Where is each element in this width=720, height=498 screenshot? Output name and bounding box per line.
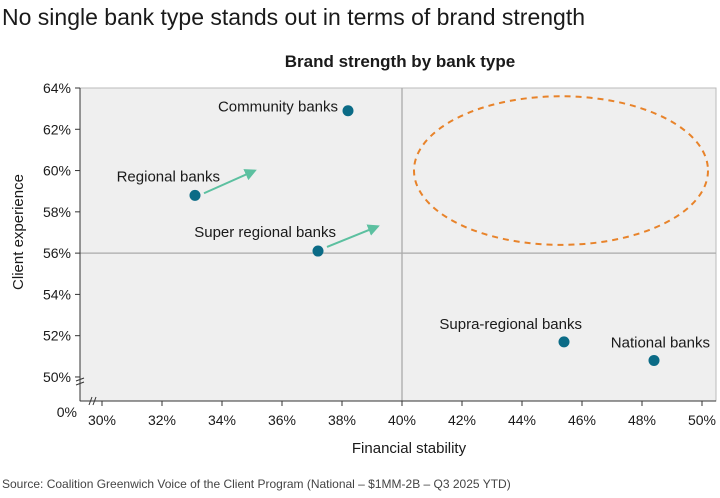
- data-point: [189, 189, 201, 201]
- x-tick-label: 40%: [388, 412, 416, 428]
- data-point-label: Regional banks: [117, 168, 220, 185]
- source-note: Source: Coalition Greenwich Voice of the…: [2, 477, 511, 491]
- chart-title: Brand strength by bank type: [285, 52, 515, 71]
- plot-area: [79, 87, 717, 402]
- y-tick-label: 62%: [43, 121, 71, 137]
- x-tick-label: 48%: [628, 412, 656, 428]
- data-point: [342, 105, 354, 117]
- data-point: [648, 354, 660, 366]
- y-tick-label: 58%: [43, 204, 71, 220]
- x-tick-label: 32%: [148, 412, 176, 428]
- data-point-label: Super regional banks: [194, 224, 336, 241]
- x-tick-label: 42%: [448, 412, 476, 428]
- trend-arrow: [326, 224, 380, 248]
- data-point: [558, 336, 570, 348]
- headline: No single bank type stands out in terms …: [2, 4, 585, 30]
- y-origin-label: 0%: [57, 404, 77, 420]
- data-point-label: Community banks: [218, 99, 338, 116]
- x-tick-label: 46%: [568, 412, 596, 428]
- trend-arrow: [203, 169, 257, 195]
- x-tick-label: 50%: [688, 412, 716, 428]
- y-tick-label: 50%: [43, 369, 71, 385]
- data-point: [312, 245, 324, 257]
- y-tick-label: 54%: [43, 286, 71, 302]
- y-tick-label: 64%: [43, 80, 71, 96]
- highlight-ellipse: [413, 95, 709, 246]
- y-tick-label: 52%: [43, 328, 71, 344]
- x-tick-label: 44%: [508, 412, 536, 428]
- x-tick-label: 34%: [208, 412, 236, 428]
- y-axis-break-icon: [75, 377, 85, 386]
- x-axis-break-icon: [88, 396, 97, 406]
- data-point-label: Supra-regional banks: [439, 316, 582, 333]
- y-axis-label: Client experience: [10, 174, 27, 290]
- y-tick-label: 60%: [43, 163, 71, 179]
- data-point-label: National banks: [611, 334, 710, 351]
- y-tick-label: 56%: [43, 245, 71, 261]
- x-tick-label: 30%: [88, 412, 116, 428]
- x-tick-label: 36%: [268, 412, 296, 428]
- x-axis-label: Financial stability: [352, 440, 467, 457]
- x-tick-label: 38%: [328, 412, 356, 428]
